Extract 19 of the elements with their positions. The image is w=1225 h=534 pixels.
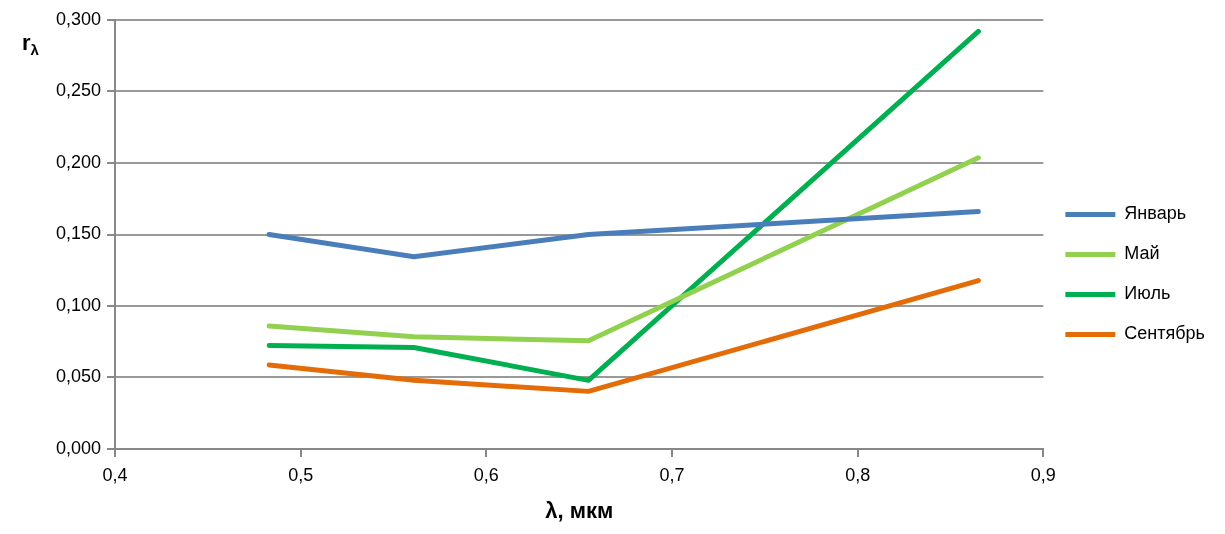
y-tick-label: 0,150 <box>56 223 102 244</box>
x-tick-label: 0,6 <box>473 464 499 485</box>
legend-label: Сентябрь <box>1124 323 1205 344</box>
x-tick-label: 0,4 <box>102 464 128 485</box>
x-tick-label: 0,7 <box>659 464 685 485</box>
y-axis-title: r$_{λ}$ <box>22 30 39 59</box>
y-tick-label: 0,100 <box>56 294 102 315</box>
x-tick-label: 0,5 <box>288 464 314 485</box>
x-tick-label: 0,9 <box>1030 464 1056 485</box>
legend-label: Июль <box>1124 283 1171 304</box>
y-tick-label: 0,050 <box>56 366 102 387</box>
y-tick-label: 0,000 <box>56 437 102 458</box>
y-tick-label: 0,250 <box>56 80 102 101</box>
x-tick-label: 0,8 <box>845 464 871 485</box>
legend-label: Май <box>1124 243 1160 264</box>
y-tick-label: 0,200 <box>56 151 102 172</box>
x-axis-title: λ, мкм <box>545 497 614 523</box>
y-tick-label: 0,300 <box>56 8 102 29</box>
legend-label: Январь <box>1124 203 1187 224</box>
